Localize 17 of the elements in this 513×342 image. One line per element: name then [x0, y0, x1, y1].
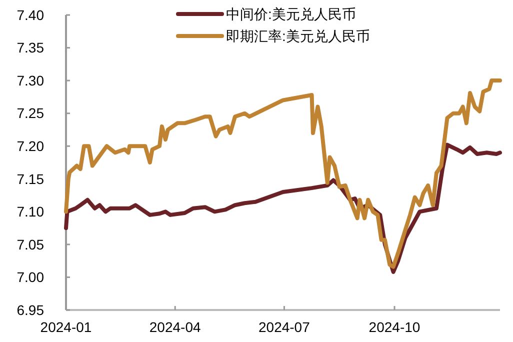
- line-series: [64, 78, 502, 269]
- legend-label: 即期汇率:美元兑人民币: [226, 28, 370, 44]
- x-tick-label: 2024-04: [149, 319, 201, 335]
- y-tick-label: 6.95: [16, 302, 44, 318]
- y-tick-label: 7.15: [16, 170, 44, 187]
- y-tick-label: 7.30: [16, 72, 44, 88]
- y-tick-label: 7.05: [16, 236, 44, 252]
- legend-label: 中间价:美元兑人民币: [226, 6, 356, 22]
- y-tick-label: 7.25: [16, 105, 44, 122]
- y-tick-label: 7.20: [16, 138, 44, 154]
- x-tick-label: 2024-07: [258, 319, 310, 335]
- x-tick-label: 2024-10: [368, 319, 420, 335]
- y-tick-label: 7.10: [16, 204, 44, 220]
- y-tick-label: 7.00: [16, 269, 44, 286]
- y-tick-label: 7.40: [16, 6, 44, 23]
- y-tick-label: 7.35: [16, 40, 44, 56]
- x-tick-label: 2024-01: [40, 319, 92, 335]
